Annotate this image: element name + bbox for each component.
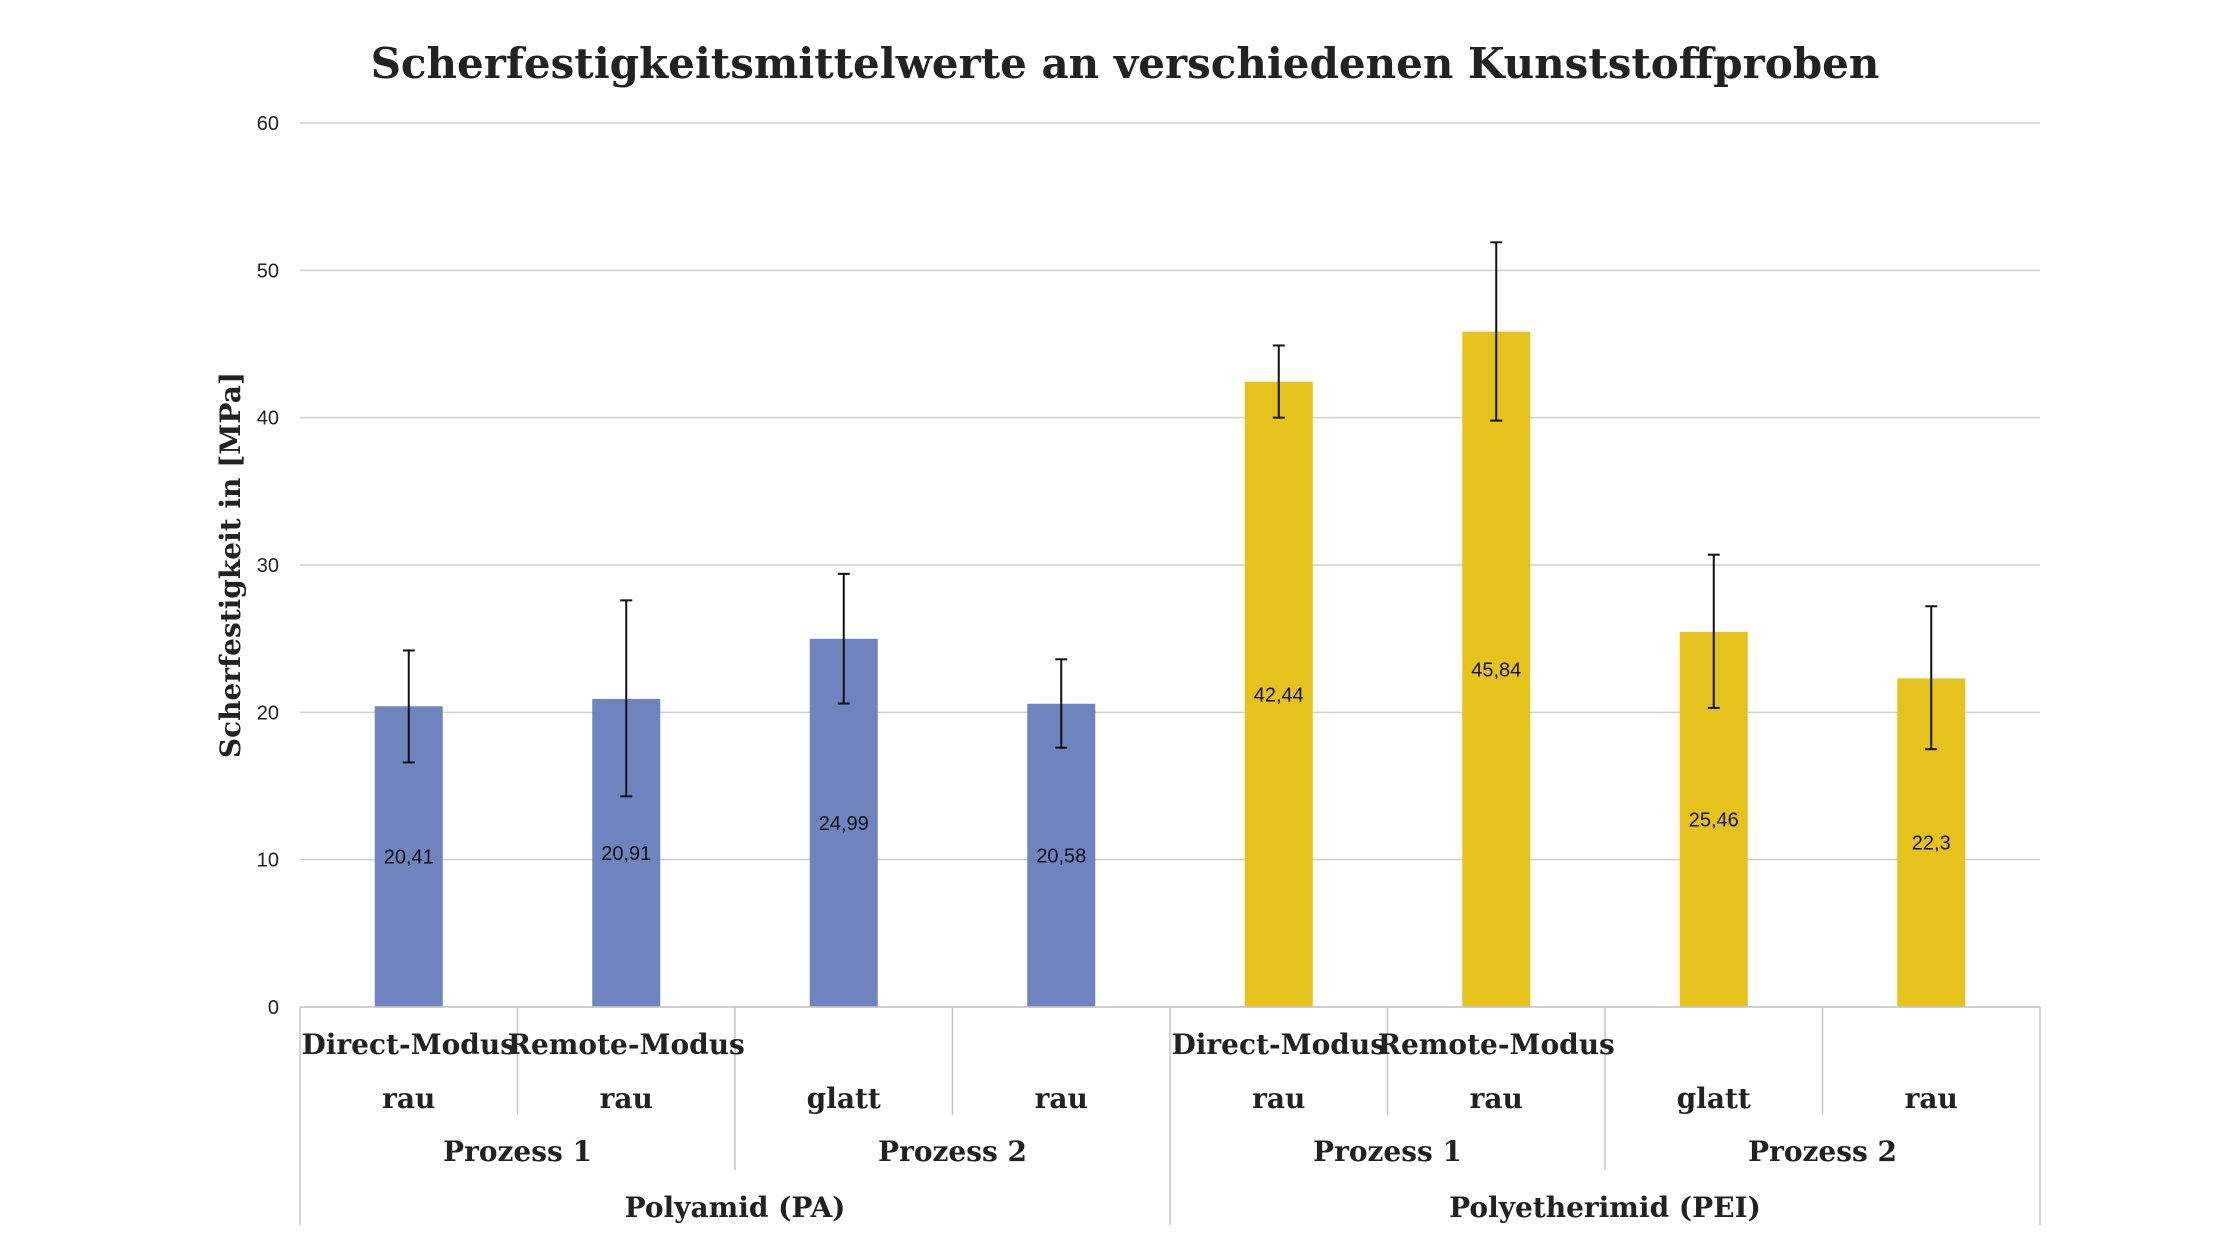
category-label-line2: glatt bbox=[1677, 1082, 1751, 1115]
category-label-line2: rau bbox=[1252, 1082, 1305, 1115]
category-label-line2: rau bbox=[1035, 1082, 1088, 1115]
y-tick-label: 60 bbox=[257, 113, 279, 135]
data-label: 24,99 bbox=[819, 813, 869, 835]
y-tick-label: 20 bbox=[257, 702, 279, 724]
chart-title: Scherfestigkeitsmittelwerte an verschied… bbox=[371, 39, 1880, 88]
y-tick-label: 0 bbox=[268, 997, 279, 1019]
category-axis: Direct-Modus rau Remote-Modus rau glatt rau Di… bbox=[299, 1006, 2041, 1225]
bar bbox=[1462, 331, 1531, 1007]
data-label: 20,41 bbox=[384, 847, 434, 869]
y-tick-label: 30 bbox=[257, 555, 279, 577]
data-label: 45,84 bbox=[1471, 659, 1521, 681]
category-label-line2: rau bbox=[1905, 1082, 1958, 1115]
process-label: Prozess 2 bbox=[1748, 1135, 1897, 1168]
category-label-line2: rau bbox=[382, 1082, 435, 1115]
bar bbox=[1027, 703, 1096, 1007]
category-label-line1: Remote-Modus bbox=[1378, 1028, 1615, 1061]
data-label: 22,3 bbox=[1912, 833, 1951, 855]
bar bbox=[1244, 381, 1313, 1007]
bars: 20,41 20,91 24,99 20,58 42,44 45,84 25,46 22,3 bbox=[374, 241, 1966, 1007]
process-label: Prozess 1 bbox=[443, 1135, 592, 1168]
process-label: Prozess 2 bbox=[878, 1135, 1027, 1168]
category-label-line2: glatt bbox=[807, 1082, 881, 1115]
y-tick-label: 50 bbox=[257, 260, 279, 282]
category-label-line2: rau bbox=[1470, 1082, 1523, 1115]
category-label-line2: rau bbox=[600, 1082, 653, 1115]
category-label-line1: Direct-Modus bbox=[302, 1028, 516, 1061]
y-tick-label: 40 bbox=[257, 408, 279, 430]
y-tick-label: 10 bbox=[257, 850, 279, 872]
material-label: Polyamid (PA) bbox=[625, 1191, 846, 1224]
data-label: 25,46 bbox=[1689, 809, 1739, 831]
category-label-line1: Remote-Modus bbox=[508, 1028, 745, 1061]
material-label: Polyetherimid (PEI) bbox=[1449, 1191, 1761, 1224]
data-label: 42,44 bbox=[1254, 684, 1304, 706]
data-label: 20,58 bbox=[1036, 845, 1086, 867]
y-axis-label: Scherfestigkeit in [MPa] bbox=[214, 372, 247, 758]
data-label: 20,91 bbox=[601, 843, 651, 865]
category-label-line1: Direct-Modus bbox=[1172, 1028, 1386, 1061]
process-label: Prozess 1 bbox=[1313, 1135, 1462, 1168]
gridlines: 0 10 20 30 40 50 60 bbox=[257, 113, 2040, 1019]
